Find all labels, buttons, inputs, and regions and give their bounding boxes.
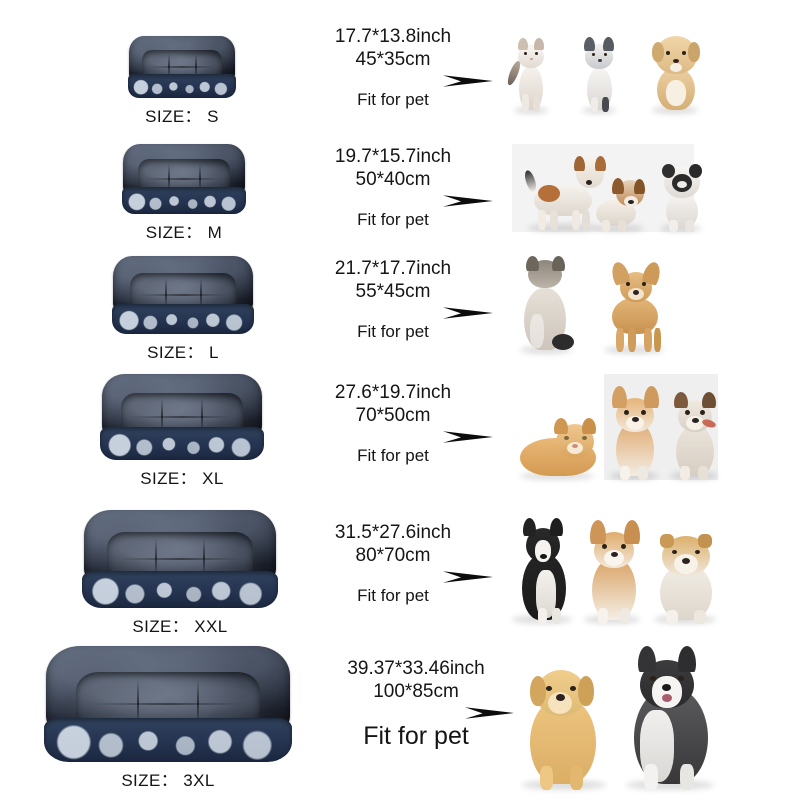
pet-grey-white-kitten bbox=[578, 37, 620, 114]
fit-for-pet-l: Fit for pet bbox=[357, 321, 429, 341]
dimension-inch-xxl: 31.5*27.6inch bbox=[334, 522, 452, 543]
bed-patterned-base bbox=[100, 427, 264, 460]
size-row-xxl: SIZE： XXL 31.5*27.6inch 80*70cm Fit for … bbox=[0, 500, 800, 640]
pet-bed-illustration bbox=[44, 646, 292, 762]
pet-bed-illustration bbox=[128, 36, 236, 98]
size-label-s: SIZE： S bbox=[145, 107, 219, 126]
dimension-cm-xxl: 80*70cm bbox=[355, 544, 431, 566]
dimension-block-l: 21.7*17.7inch 55*45cm Fit for pet bbox=[288, 258, 498, 342]
pet-orange-tabby-cat bbox=[512, 418, 604, 480]
bed-product-xl: SIZE： XL bbox=[100, 374, 264, 489]
dimension-inch-s: 17.7*13.8inch bbox=[334, 26, 452, 47]
dimension-inch-l: 21.7*17.7inch bbox=[334, 258, 452, 279]
pets-group-l bbox=[516, 250, 670, 354]
size-row-l: SIZE： L 21.7*17.7inch 55*45cm Fit for pe… bbox=[0, 248, 800, 370]
dimension-inch-xl: 27.6*19.7inch bbox=[334, 382, 452, 403]
bed-product-m: SIZE： M bbox=[122, 144, 246, 243]
bed-patterned-base bbox=[82, 570, 278, 608]
pet-border-collie bbox=[512, 518, 578, 624]
pet-bulldog bbox=[650, 528, 722, 624]
dimension-cm-s: 45*35cm bbox=[355, 48, 431, 70]
dimension-cm-l: 55*45cm bbox=[355, 280, 431, 302]
bed-patterned-base bbox=[44, 717, 292, 762]
fit-for-pet-m: Fit for pet bbox=[357, 209, 429, 229]
dimension-cm-3xl: 100*85cm bbox=[373, 680, 459, 702]
bed-patterned-base bbox=[112, 304, 254, 334]
size-row-s: SIZE： S 17.7*13.8inch 45*35cm Fit for pe… bbox=[0, 0, 800, 130]
arrow-icon bbox=[293, 305, 493, 321]
pet-corgi bbox=[606, 386, 664, 480]
pet-bed-illustration bbox=[82, 510, 278, 608]
size-row-xl: SIZE： XL 27.6*19.7inch 70*50cm Fit for p… bbox=[0, 366, 800, 498]
fit-for-pet-3xl: Fit for pet bbox=[363, 721, 469, 750]
pet-chihuahua bbox=[598, 260, 670, 354]
bed-product-3xl: SIZE： 3XL bbox=[44, 646, 292, 791]
size-label-l: SIZE： L bbox=[147, 343, 219, 362]
pets-group-xxl bbox=[512, 512, 722, 624]
pet-jack-russell-puppy-2 bbox=[590, 170, 650, 232]
dimension-block-m: 19.7*15.7inch 50*40cm Fit for pet bbox=[288, 146, 498, 230]
size-row-3xl: SIZE： 3XL 39.37*33.46inch 100*85cm Fit f… bbox=[0, 640, 800, 800]
pet-bed-illustration bbox=[122, 144, 246, 214]
bed-product-l: SIZE： L bbox=[112, 256, 254, 363]
size-label-m: SIZE： M bbox=[145, 223, 223, 242]
pet-bed-illustration bbox=[100, 374, 264, 460]
size-label-3xl: SIZE： 3XL bbox=[121, 771, 215, 790]
dimension-block-xxl: 31.5*27.6inch 80*70cm Fit for pet bbox=[288, 522, 498, 606]
fit-for-pet-xl: Fit for pet bbox=[357, 445, 429, 465]
pet-husky bbox=[618, 646, 722, 790]
bed-patterned-base bbox=[128, 74, 236, 98]
pet-jack-russell bbox=[666, 392, 724, 480]
bed-product-s: SIZE： S bbox=[128, 36, 236, 127]
pets-group-3xl bbox=[516, 646, 722, 790]
dimension-cm-xl: 70*50cm bbox=[355, 404, 431, 426]
arrow-icon bbox=[293, 73, 493, 89]
size-label-xxl: SIZE： XXL bbox=[132, 617, 228, 636]
dimension-cm-m: 50*40cm bbox=[355, 168, 431, 190]
pets-group-m bbox=[512, 136, 708, 232]
pet-pug-puppy bbox=[654, 164, 708, 232]
pet-golden-puppy bbox=[646, 32, 704, 114]
dimension-block-s: 17.7*13.8inch 45*35cm Fit for pet bbox=[288, 26, 498, 110]
pet-tabby-cat bbox=[516, 256, 578, 354]
fit-for-pet-s: Fit for pet bbox=[357, 89, 429, 109]
size-label-xl: SIZE： XL bbox=[140, 469, 224, 488]
pets-group-s bbox=[505, 24, 704, 114]
fit-for-pet-xxl: Fit for pet bbox=[357, 585, 429, 605]
pets-group-xl bbox=[512, 372, 724, 480]
bed-product-xxl: SIZE： XXL bbox=[82, 510, 278, 637]
bed-patterned-base bbox=[122, 187, 246, 214]
pet-corgi bbox=[582, 520, 646, 624]
arrow-icon bbox=[293, 429, 493, 445]
arrow-icon bbox=[318, 705, 514, 721]
arrow-icon bbox=[293, 193, 493, 209]
dimension-inch-m: 19.7*15.7inch bbox=[334, 146, 452, 167]
size-row-m: SIZE： M 19.7*15.7inch 50*40cm Fit for pe… bbox=[0, 132, 800, 250]
arrow-icon bbox=[293, 569, 493, 585]
pet-white-kitten bbox=[505, 38, 552, 114]
pet-bed-illustration bbox=[112, 256, 254, 334]
dimension-block-xl: 27.6*19.7inch 70*50cm Fit for pet bbox=[288, 382, 498, 466]
dimension-block-3xl: 39.37*33.46inch 100*85cm Fit for pet bbox=[308, 658, 524, 751]
pet-golden-retriever bbox=[516, 662, 612, 790]
dimension-inch-3xl: 39.37*33.46inch bbox=[347, 658, 485, 679]
pet-jack-russell-puppy bbox=[520, 154, 608, 232]
